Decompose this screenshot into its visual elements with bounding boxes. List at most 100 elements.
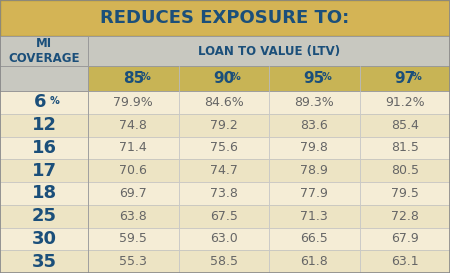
Bar — [269, 250, 360, 273]
Text: 95: 95 — [304, 71, 325, 86]
Text: %: % — [231, 73, 240, 82]
Text: 79.9%: 79.9% — [113, 96, 153, 109]
Bar — [0, 136, 88, 159]
Bar — [0, 91, 88, 114]
Text: %: % — [50, 96, 60, 106]
Text: 81.5: 81.5 — [391, 141, 419, 154]
Bar — [269, 91, 360, 114]
Bar — [360, 66, 450, 91]
Bar — [360, 205, 450, 227]
Text: 77.9: 77.9 — [300, 187, 328, 200]
Bar — [88, 36, 450, 66]
Text: 18: 18 — [32, 184, 57, 202]
Text: 73.8: 73.8 — [210, 187, 238, 200]
Text: 79.8: 79.8 — [300, 141, 328, 154]
Bar — [0, 159, 88, 182]
Bar — [360, 159, 450, 182]
Text: 69.7: 69.7 — [119, 187, 147, 200]
Bar — [360, 136, 450, 159]
Bar — [360, 182, 450, 205]
Bar — [179, 114, 269, 136]
Bar — [360, 114, 450, 136]
Text: %: % — [412, 73, 422, 82]
Text: 59.5: 59.5 — [119, 232, 147, 245]
Bar — [0, 66, 88, 91]
Text: 12: 12 — [32, 116, 57, 134]
Text: 25: 25 — [32, 207, 57, 225]
Text: %: % — [140, 73, 150, 82]
Bar — [88, 114, 179, 136]
Text: 91.2%: 91.2% — [385, 96, 424, 109]
Text: 66.5: 66.5 — [301, 232, 328, 245]
Text: 74.8: 74.8 — [119, 119, 147, 132]
Bar — [179, 182, 269, 205]
Text: 84.6%: 84.6% — [204, 96, 243, 109]
Text: 78.9: 78.9 — [300, 164, 328, 177]
Bar — [88, 66, 179, 91]
Text: 30: 30 — [32, 230, 57, 248]
Text: 67.9: 67.9 — [391, 232, 419, 245]
Bar — [0, 182, 88, 205]
Text: 17: 17 — [32, 162, 57, 180]
Bar — [0, 114, 88, 136]
Bar — [269, 227, 360, 250]
Text: 70.6: 70.6 — [119, 164, 147, 177]
Bar — [269, 114, 360, 136]
Text: 83.6: 83.6 — [301, 119, 328, 132]
Bar — [0, 205, 88, 227]
Text: 79.2: 79.2 — [210, 119, 238, 132]
Text: 67.5: 67.5 — [210, 210, 238, 222]
Text: 74.7: 74.7 — [210, 164, 238, 177]
Text: 35: 35 — [32, 253, 57, 271]
Text: REDUCES EXPOSURE TO:: REDUCES EXPOSURE TO: — [100, 9, 350, 27]
Text: 63.1: 63.1 — [391, 255, 419, 268]
Text: 89.3%: 89.3% — [294, 96, 334, 109]
Bar — [0, 36, 88, 66]
Bar — [360, 91, 450, 114]
Bar — [269, 182, 360, 205]
Bar — [0, 250, 88, 273]
Bar — [88, 91, 179, 114]
Text: MI
COVERAGE: MI COVERAGE — [8, 37, 80, 65]
Text: 71.3: 71.3 — [301, 210, 328, 222]
Bar — [88, 250, 179, 273]
Text: 6: 6 — [34, 93, 46, 111]
Bar — [179, 159, 269, 182]
Bar — [88, 182, 179, 205]
Text: 61.8: 61.8 — [301, 255, 328, 268]
Bar — [269, 159, 360, 182]
Text: %: % — [321, 73, 331, 82]
Bar — [360, 227, 450, 250]
Bar — [88, 136, 179, 159]
Text: 90: 90 — [213, 71, 234, 86]
Text: 63.8: 63.8 — [119, 210, 147, 222]
Text: 16: 16 — [32, 139, 57, 157]
Text: 55.3: 55.3 — [119, 255, 147, 268]
Bar — [179, 66, 269, 91]
Bar — [269, 136, 360, 159]
Bar — [88, 227, 179, 250]
Text: 63.0: 63.0 — [210, 232, 238, 245]
Bar — [179, 227, 269, 250]
Text: 85.4: 85.4 — [391, 119, 419, 132]
Bar — [179, 250, 269, 273]
Bar — [179, 136, 269, 159]
Bar — [269, 66, 360, 91]
Bar — [179, 91, 269, 114]
Bar — [88, 205, 179, 227]
Text: 79.5: 79.5 — [391, 187, 419, 200]
Bar — [0, 0, 450, 36]
Text: LOAN TO VALUE (LTV): LOAN TO VALUE (LTV) — [198, 44, 340, 58]
Bar — [0, 227, 88, 250]
Text: 71.4: 71.4 — [119, 141, 147, 154]
Text: 72.8: 72.8 — [391, 210, 419, 222]
Bar — [179, 205, 269, 227]
Text: 80.5: 80.5 — [391, 164, 419, 177]
Text: 75.6: 75.6 — [210, 141, 238, 154]
Text: 85: 85 — [122, 71, 144, 86]
Bar — [88, 159, 179, 182]
Text: 58.5: 58.5 — [210, 255, 238, 268]
Text: 97: 97 — [394, 71, 415, 86]
Bar — [360, 250, 450, 273]
Bar — [269, 205, 360, 227]
